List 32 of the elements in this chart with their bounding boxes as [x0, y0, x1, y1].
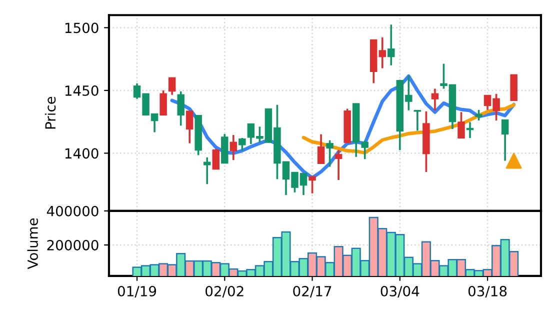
- candlestick: [501, 119, 509, 162]
- x-tick-label: 03/18: [468, 286, 507, 298]
- candlestick: [475, 108, 482, 122]
- candlestick: [317, 133, 325, 164]
- candlestick: [308, 176, 316, 194]
- candlestick: [168, 76, 176, 96]
- y-axis-title: Volume: [27, 218, 38, 270]
- candlestick: [177, 90, 184, 126]
- y-tick-label: 200000: [47, 240, 98, 250]
- x-tick-label: 02/17: [293, 286, 332, 298]
- candlestick: [230, 134, 238, 161]
- candlestick: [414, 108, 422, 132]
- candlestick: [326, 139, 334, 168]
- y-tick-label: 1450: [65, 85, 98, 96]
- candlestick: [204, 156, 211, 186]
- x-tick-label: 02/02: [206, 286, 244, 298]
- y-tick-label: 1500: [65, 22, 98, 34]
- candlestick: [431, 88, 439, 112]
- candlestick: [238, 137, 246, 152]
- y-axis-title: Price: [44, 96, 56, 129]
- candlestick: [212, 148, 220, 170]
- candlestick: [458, 111, 465, 139]
- y-tick-label: 400000: [46, 206, 98, 216]
- x-tick-label: 01/19: [118, 286, 156, 298]
- candlestick: [378, 36, 386, 70]
- candlestick: [334, 149, 342, 181]
- y-tick-label: 1400: [65, 148, 98, 159]
- candlestick: [466, 121, 474, 139]
- candlestick: [388, 24, 395, 66]
- candlestick: [186, 110, 194, 144]
- x-tick-label: 03/04: [380, 286, 420, 298]
- candlestick: [160, 90, 167, 116]
